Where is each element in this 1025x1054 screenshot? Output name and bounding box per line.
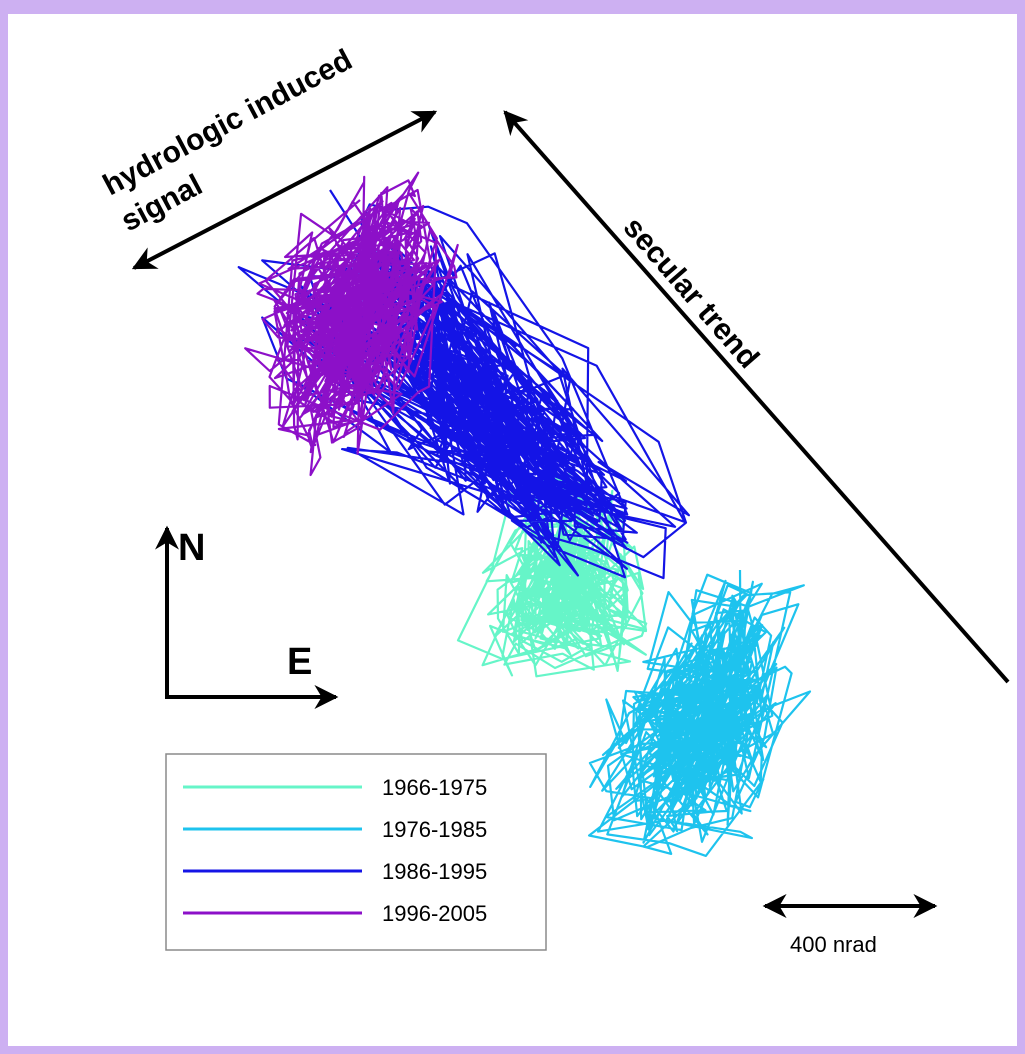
trajectory-1996-2005 <box>244 171 459 477</box>
secular-trend-arrow <box>503 110 1010 684</box>
north-label: N <box>178 527 205 569</box>
legend: 1966-1975 1976-1985 1986-1995 1996-2005 <box>165 753 547 951</box>
legend-label-1966-1975: 1966-1975 <box>382 775 487 800</box>
scale-bar-label: 400 nrad <box>790 932 877 957</box>
figure-panel: hydrologic induced signal secular trend … <box>8 14 1017 1046</box>
hydrologic-signal-arrow <box>131 110 438 270</box>
trajectory-1976-1985 <box>588 569 812 857</box>
hydrologic-label-line1: hydrologic induced <box>98 43 358 202</box>
secular-trend-label: secular trend <box>617 211 766 375</box>
legend-label-1986-1995: 1986-1995 <box>382 859 487 884</box>
tilt-trajectory-plot: hydrologic induced signal secular trend … <box>98 43 1010 957</box>
east-label: E <box>287 641 312 683</box>
legend-label-1996-2005: 1996-2005 <box>382 901 487 926</box>
legend-box <box>165 753 547 951</box>
legend-label-1976-1985: 1976-1985 <box>382 817 487 842</box>
trajectory-series-layer <box>237 171 812 857</box>
